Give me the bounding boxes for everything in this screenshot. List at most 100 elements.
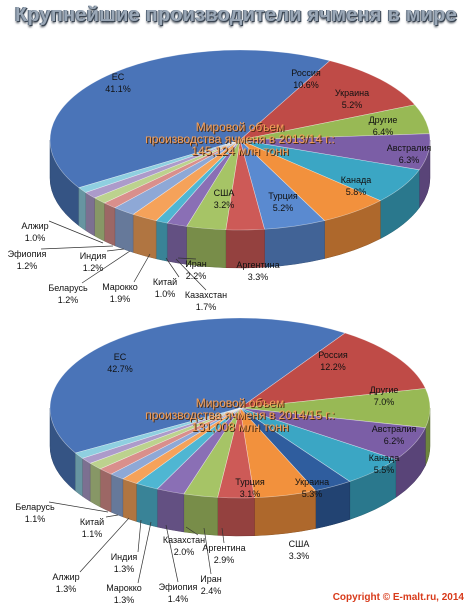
annotation-shadow: производства ячменя в 2014/15 г.: bbox=[146, 409, 336, 423]
slice-value-сша: 3.3% bbox=[289, 551, 310, 561]
leader-line-китай bbox=[105, 514, 119, 518]
slice-side-алжир bbox=[89, 462, 101, 508]
slice-label-беларусь: Беларусь bbox=[48, 283, 88, 293]
leader-lines bbox=[48, 501, 225, 584]
slice-россия bbox=[238, 60, 416, 141]
slice-value-индия: 1.2% bbox=[83, 263, 104, 273]
leader-line-аргентина bbox=[221, 527, 225, 544]
slice-value-россия: 10.6% bbox=[293, 80, 319, 90]
annotation-shadow: Мировой объем bbox=[197, 397, 286, 411]
leader-line-марокко bbox=[133, 253, 151, 283]
slice-label-ес: ЕС bbox=[112, 72, 125, 82]
slice-value-другие: 7.0% bbox=[374, 397, 395, 407]
annotation-line-1: Мировой объем bbox=[196, 120, 285, 134]
slice-алжир bbox=[78, 139, 241, 193]
slice-label-россия: Россия bbox=[291, 68, 321, 78]
slice-label-аргентина: Аргентина bbox=[236, 260, 279, 270]
slice-label-австралия: Австралия bbox=[372, 424, 417, 434]
leader-line-индия bbox=[106, 248, 125, 252]
slice-side-марокко bbox=[110, 473, 124, 518]
slice-label-индия: Индия bbox=[111, 552, 138, 562]
slice-labels: ЕС 41.1% Россия 10.6% Украина 5.2% Другие 6.4% А… bbox=[8, 68, 432, 312]
slice-value-эфиопия: 1.4% bbox=[168, 594, 189, 604]
slice-value-аргентина: 3.3% bbox=[248, 272, 269, 282]
leader-line-беларусь bbox=[81, 250, 131, 284]
pie-top bbox=[49, 317, 431, 499]
slice-label-другие: Другие bbox=[369, 115, 398, 125]
slice-value-марокко: 1.9% bbox=[110, 294, 131, 304]
leader-line-иран bbox=[177, 257, 197, 260]
pie-side-walls bbox=[49, 407, 431, 537]
slice-label-казахстан: Казахстан bbox=[185, 290, 227, 300]
slice-value-россия: 12.2% bbox=[320, 362, 346, 372]
slice-беларусь bbox=[74, 407, 241, 459]
slice-side-иран bbox=[156, 488, 185, 533]
leader-line-эфиопия bbox=[165, 524, 179, 583]
slice-side-турция bbox=[217, 497, 255, 537]
slice-label-эфиопия: Эфиопия bbox=[8, 249, 47, 259]
slice-value-канада: 5.5% bbox=[374, 465, 395, 475]
slice-value-иран: 2.4% bbox=[201, 586, 222, 596]
leader-line-беларусь bbox=[48, 501, 109, 513]
slice-label-украина: Украина bbox=[335, 88, 369, 98]
slice-label-другие: Другие bbox=[370, 385, 399, 395]
annotation-line-2: производства ячменя в 2013/14 г.: bbox=[145, 132, 335, 146]
slice-value-китай: 1.0% bbox=[155, 289, 176, 299]
slice-label-ес: ЕС bbox=[114, 352, 127, 362]
slice-value-казахстан: 2.0% bbox=[174, 547, 195, 557]
slice-value-другие: 6.4% bbox=[373, 127, 394, 137]
annotation-shadow: Мировой объем bbox=[197, 121, 286, 135]
pie-chart-2: ЕС 42.7% Россия 12.2% Другие 7.0% Австралия 6.2… bbox=[15, 317, 431, 605]
slice-label-австралия: Австралия bbox=[387, 143, 432, 153]
slice-ес bbox=[49, 317, 346, 454]
slice-label-канада: Канада bbox=[369, 453, 399, 463]
slice-value-китай: 1.1% bbox=[82, 529, 103, 539]
leader-line-китай bbox=[165, 257, 180, 278]
annotation-shadow: 145,124 млн тонн bbox=[192, 145, 289, 159]
slice-side-марокко bbox=[114, 207, 134, 253]
annotation-line-1: Мировой объем bbox=[196, 396, 285, 410]
slice-value-беларусь: 1.2% bbox=[58, 295, 79, 305]
slice-value-турция: 3.1% bbox=[240, 489, 261, 499]
slice-label-марокко: Марокко bbox=[102, 282, 138, 292]
slice-value-украина: 5.3% bbox=[302, 489, 323, 499]
slice-value-беларусь: 1.1% bbox=[25, 514, 46, 524]
slice-label-турция: Турция bbox=[268, 191, 298, 201]
slice-label-беларусь: Беларусь bbox=[15, 502, 55, 512]
slice-side-казахстан bbox=[136, 483, 158, 528]
slice-labels: ЕС 42.7% Россия 12.2% Другие 7.0% Австралия 6.2… bbox=[15, 350, 416, 605]
slice-side-эфиопия bbox=[122, 478, 137, 522]
slice-label-марокко: Марокко bbox=[106, 583, 142, 593]
annotation-shadow: 131,008 млн тонн bbox=[192, 421, 289, 435]
slice-label-канада: Канада bbox=[341, 175, 371, 185]
slice-label-украина: Украина bbox=[295, 477, 329, 487]
leader-line-алжир bbox=[79, 517, 130, 573]
slice-label-алжир: Алжир bbox=[21, 221, 48, 231]
slice-side-индия bbox=[94, 197, 105, 242]
slice-side-беларусь bbox=[75, 452, 83, 497]
slice-side-иран bbox=[132, 214, 157, 260]
slice-side-эфиопия bbox=[85, 191, 95, 237]
annotation-line-3: 145,124 млн тонн bbox=[191, 144, 288, 158]
slice-label-эфиопия: Эфиопия bbox=[159, 582, 198, 592]
slice-value-алжир: 1.0% bbox=[25, 233, 46, 243]
leader-lines bbox=[40, 220, 207, 291]
copyright-notice: Copyright © E-malt.ru, 2014 bbox=[332, 592, 464, 603]
slice-value-иран: 2.2% bbox=[186, 271, 207, 281]
pie-side-walls bbox=[49, 139, 431, 269]
leader-line-алжир bbox=[48, 220, 104, 244]
slice-side-китай bbox=[155, 220, 168, 262]
slice-label-сша: США bbox=[289, 539, 310, 549]
slice-россия bbox=[238, 332, 426, 409]
pie-top bbox=[49, 49, 431, 231]
annotation-line-3: 131,008 млн тонн bbox=[191, 420, 288, 434]
slice-label-аргентина: Аргентина bbox=[202, 543, 245, 553]
slice-side-индия bbox=[99, 468, 112, 513]
slice-value-аргентина: 2.9% bbox=[214, 555, 235, 565]
slice-value-ес: 42.7% bbox=[107, 364, 133, 374]
annotation-line-2: производства ячменя в 2014/15 г.: bbox=[145, 408, 335, 422]
slice-value-сша: 3.2% bbox=[214, 200, 235, 210]
slice-label-турция: Турция bbox=[235, 477, 265, 487]
